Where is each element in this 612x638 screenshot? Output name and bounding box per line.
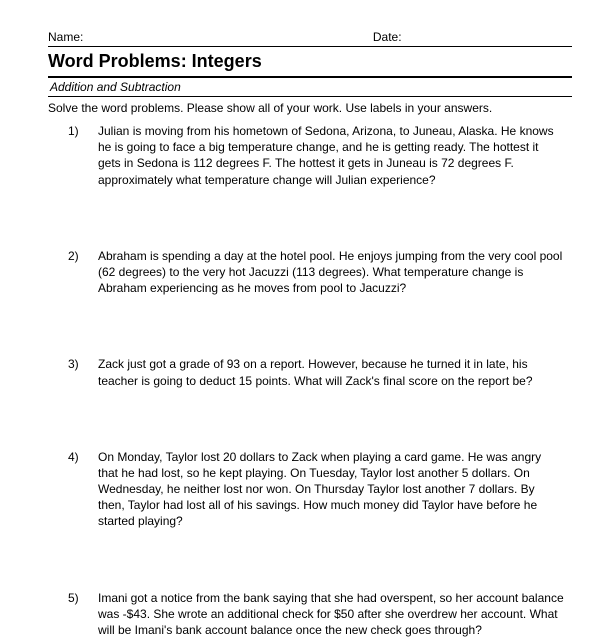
problem-number: 2) [68,248,98,297]
header-row: Name: Date: [48,30,572,47]
problem-number: 1) [68,123,98,188]
problem-text: Imani got a notice from the bank saying … [98,590,572,638]
problem-text: Abraham is spending a day at the hotel p… [98,248,572,297]
problem-item: 3) Zack just got a grade of 93 on a repo… [68,356,572,388]
problems-list: 1) Julian is moving from his hometown of… [48,123,572,638]
problem-text: Julian is moving from his hometown of Se… [98,123,572,188]
problem-text: On Monday, Taylor lost 20 dollars to Zac… [98,449,572,530]
worksheet-subtitle: Addition and Subtraction [48,78,572,97]
problem-item: 4) On Monday, Taylor lost 20 dollars to … [68,449,572,530]
problem-item: 5) Imani got a notice from the bank sayi… [68,590,572,638]
worksheet-title: Word Problems: Integers [48,47,572,78]
problem-number: 3) [68,356,98,388]
problem-text: Zack just got a grade of 93 on a report.… [98,356,572,388]
name-label: Name: [48,30,373,44]
problem-number: 4) [68,449,98,530]
date-label: Date: [373,30,572,44]
instructions: Solve the word problems. Please show all… [48,97,572,123]
problem-number: 5) [68,590,98,638]
problem-item: 1) Julian is moving from his hometown of… [68,123,572,188]
problem-item: 2) Abraham is spending a day at the hote… [68,248,572,297]
